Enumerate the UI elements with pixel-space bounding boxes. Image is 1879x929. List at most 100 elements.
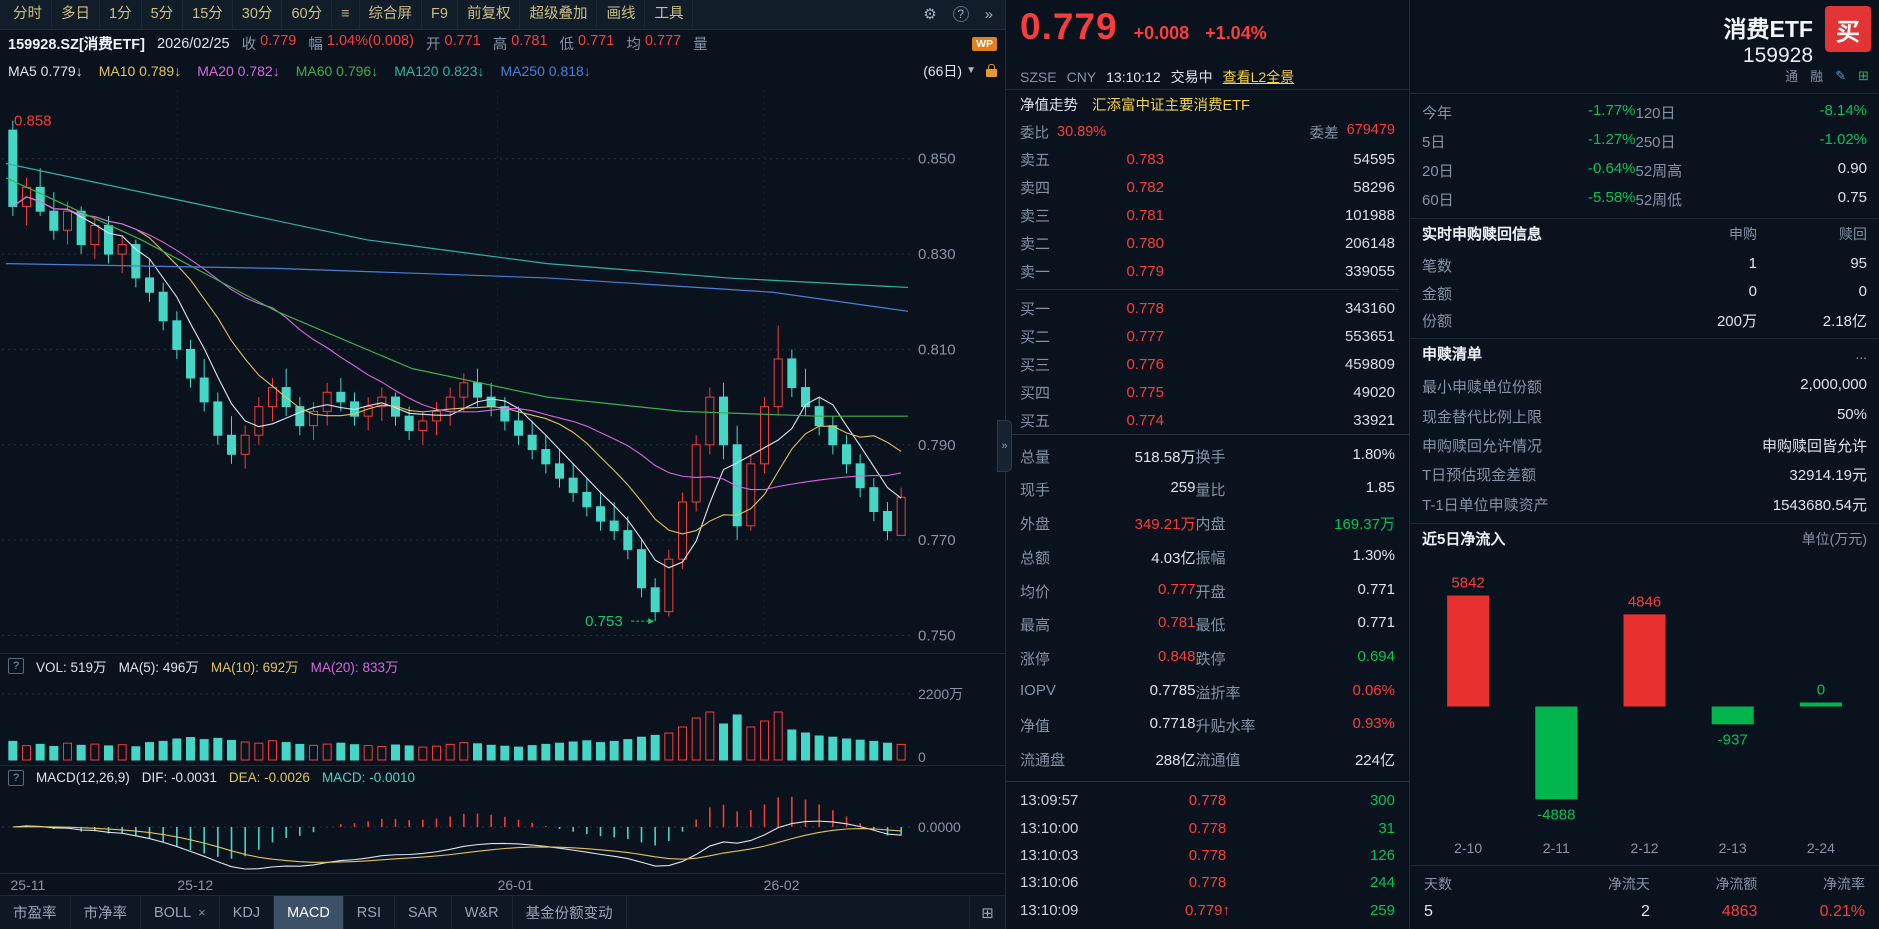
ask-row[interactable]: 卖一 0.779 339055: [1006, 257, 1409, 285]
ohlc-fields: 收 0.779 幅 1.04%(0.008) 开 0.771 高 0.781 低 0.771 均 0.…: [242, 33, 682, 54]
indicator-tab-label: BOLL: [154, 904, 192, 921]
vol-help-icon[interactable]: ?: [8, 657, 24, 674]
tick-price: 0.778: [1188, 792, 1227, 810]
tab-close-icon[interactable]: ×: [198, 905, 206, 920]
perf-label: 60日: [1422, 192, 1454, 209]
perf-value: -1.77%: [1587, 102, 1636, 119]
indicator-tab-基金份额变动[interactable]: 基金份额变动: [513, 896, 627, 929]
buy-button[interactable]: 买: [1825, 6, 1871, 52]
svg-text:0.810: 0.810: [918, 341, 956, 358]
ask-volume: 58296: [1353, 178, 1395, 196]
toolbar-item-1[interactable]: F9: [422, 0, 458, 29]
add-indicator-icon[interactable]: ⊞: [969, 896, 1005, 929]
stat-value: 1.85: [1365, 479, 1395, 497]
period-tab-1[interactable]: 多日: [52, 0, 100, 29]
stat-label: 升贴水率: [1195, 718, 1256, 736]
stat-value: 0.777: [1157, 580, 1196, 598]
netflow-summary-value: 0.21%: [1819, 902, 1865, 920]
bid-price: 0.774: [1126, 411, 1164, 429]
quote-field: 低 0.771: [560, 33, 615, 54]
bid-volume: 33921: [1353, 411, 1395, 429]
vol-legend: VOL: 519万: [36, 659, 107, 675]
edit-icon[interactable]: ✎: [1835, 67, 1847, 83]
indicator-tab-BOLL[interactable]: BOLL ×: [141, 896, 220, 929]
bid-row[interactable]: 买三 0.776 459809: [1006, 350, 1409, 378]
period-tab-3[interactable]: 5分: [142, 0, 184, 29]
bid-price: 0.777: [1126, 327, 1164, 345]
indicator-tab-市净率[interactable]: 市净率: [71, 896, 141, 929]
toolbar-more-icon[interactable]: »: [984, 6, 993, 23]
perf-label: 5日: [1422, 134, 1446, 151]
fund-name-link[interactable]: 汇添富中证主要消费ETF: [1092, 98, 1250, 114]
wp-badge[interactable]: WP: [972, 36, 997, 51]
indicator-tab-label: W&R: [464, 904, 499, 921]
bid-row[interactable]: 买一 0.778 343160: [1006, 294, 1409, 322]
macd-chart[interactable]: 0.0000: [0, 789, 1005, 873]
bid-row[interactable]: 买二 0.777 553651: [1006, 322, 1409, 350]
indicator-tab-市盈率[interactable]: 市盈率: [0, 896, 71, 929]
tick-price: 0.778: [1188, 819, 1227, 837]
macd-help-icon[interactable]: ?: [8, 769, 24, 786]
ask-row[interactable]: 卖三 0.781 101988: [1006, 201, 1409, 229]
indicator-tab-KDJ[interactable]: KDJ: [220, 896, 275, 929]
toolbar-item-4[interactable]: 画线: [597, 0, 646, 29]
trade-date: 2026/02/25: [157, 35, 230, 52]
tick-time: 13:10:09: [1020, 901, 1079, 919]
stat-value: 169.37万: [1334, 516, 1395, 534]
lock-icon[interactable]: [986, 63, 997, 77]
period-tab-0[interactable]: 分时: [4, 0, 52, 29]
period-tab-2[interactable]: 1分: [100, 0, 142, 29]
svg-text:0.850: 0.850: [918, 151, 956, 168]
bid-row[interactable]: 买四 0.775 49020: [1006, 378, 1409, 406]
perf-value: -1.27%: [1587, 131, 1636, 148]
toolbar-item-0[interactable]: 综合屏: [360, 0, 423, 29]
period-tab-4[interactable]: 15分: [183, 0, 233, 29]
tick-price: 0.778: [1188, 874, 1227, 892]
redeem-value: 2.18亿: [1822, 313, 1867, 331]
indicator-tab-W&R[interactable]: W&R: [452, 896, 513, 929]
volume-chart[interactable]: 2200万 0: [0, 677, 1005, 765]
panel-expand-handle[interactable]: »: [997, 420, 1012, 472]
help-icon[interactable]: ?: [945, 0, 977, 29]
add-icon[interactable]: ⊞: [1858, 67, 1869, 83]
range-selector[interactable]: (66日) ▼: [923, 61, 976, 81]
indicator-tab-SAR[interactable]: SAR: [395, 896, 452, 929]
ask-row[interactable]: 卖四 0.782 58296: [1006, 173, 1409, 201]
stat-label: 换手: [1195, 448, 1226, 466]
redeem-row-value: 2,000,000: [1800, 376, 1867, 394]
nav-trend-link[interactable]: 净值走势: [1020, 98, 1078, 114]
chart-panel: 分时 多日 1分 5分 15分 30分 60分 ≡ 综合屏 F9 前复权 超级叠加 画线 工具 ⚙ ? …: [0, 0, 1005, 929]
svg-text:-937: -937: [1718, 731, 1748, 748]
bid-row[interactable]: 买五 0.774 33921: [1006, 406, 1409, 434]
period-tab-6[interactable]: 60分: [282, 0, 333, 29]
ask-price: 0.783: [1126, 150, 1164, 168]
perf-value: -0.64%: [1587, 160, 1636, 177]
subscription-row: 金额 0 0: [1422, 283, 1867, 304]
ask-row[interactable]: 卖五 0.783 54595: [1006, 145, 1409, 173]
indicator-tab-label: 市净率: [83, 906, 128, 922]
perf-label: 今年: [1422, 105, 1453, 122]
bid-levels: 买一 0.778 343160 买二 0.777 553651 买三 0.776 459809 买…: [1006, 294, 1409, 434]
indicator-tab-MACD[interactable]: MACD: [274, 896, 344, 929]
security-badges: 通 融 ✎ ⊞: [1785, 66, 1869, 85]
more-icon[interactable]: ...: [1855, 345, 1867, 362]
toolbar-item-2[interactable]: 前复权: [458, 0, 521, 29]
toolbar-item-3[interactable]: 超级叠加: [520, 0, 598, 29]
gear-icon[interactable]: ⚙: [923, 6, 937, 23]
stat-value: 0.7718: [1149, 715, 1196, 733]
toolbar-item-5[interactable]: 工具: [645, 0, 694, 29]
subscription-header: 实时申购赎回信息 申购 赎回: [1410, 218, 1879, 248]
candlestick-chart[interactable]: 0.850 0.830 0.810 0.790 0.770 0.750 0.858 0.753: [0, 84, 1005, 653]
subscription-row: 份额 200万 2.18亿: [1422, 310, 1867, 331]
period-tab-5[interactable]: 30分: [233, 0, 283, 29]
perf-label: 20日: [1422, 163, 1454, 180]
weibi-label: 委比: [1020, 125, 1049, 142]
tick-time: 13:09:57: [1020, 792, 1079, 810]
netflow-title: 近5日净流入: [1422, 531, 1506, 548]
indicator-tab-RSI[interactable]: RSI: [344, 896, 395, 929]
period-menu-icon[interactable]: ≡: [332, 0, 360, 29]
redeem-list-title: 申赎清单: [1422, 346, 1483, 363]
ask-row[interactable]: 卖二 0.780 206148: [1006, 229, 1409, 257]
l2-view-link[interactable]: 查看L2全景: [1222, 68, 1295, 85]
ask-price: 0.782: [1126, 178, 1164, 196]
